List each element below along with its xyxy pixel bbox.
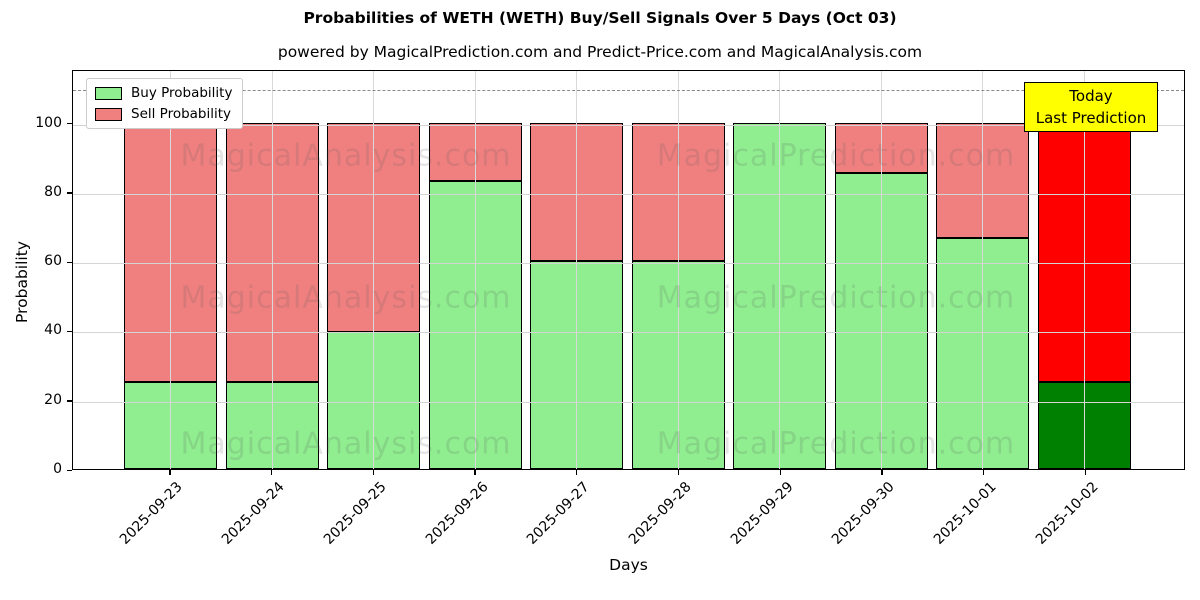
bar-segment-sell-probability — [225, 122, 319, 383]
legend-swatch-sell-probability — [95, 107, 122, 121]
stacked-bar-2025-09-27 — [530, 122, 624, 469]
gridline-y-40 — [73, 332, 1184, 334]
bar-slot — [526, 71, 628, 469]
ytick-label-60: 60 — [44, 253, 62, 270]
ytick-label-100: 100 — [35, 114, 62, 131]
ytick-mark-0 — [67, 469, 72, 471]
threshold-dashed-line — [73, 90, 1184, 92]
legend-label: Buy Probability — [131, 85, 233, 101]
bar-segment-buy-probability — [631, 261, 725, 469]
stacked-bar-2025-10-02 — [1037, 122, 1131, 469]
xtick-mark — [677, 470, 680, 475]
bar-slot — [425, 71, 527, 469]
ytick-mark-40 — [67, 330, 72, 333]
xtick-mark — [982, 470, 985, 475]
bar-segment-buy-probability — [124, 382, 218, 469]
bar-slot — [729, 71, 831, 469]
gridline-y-60 — [73, 263, 1184, 265]
stacked-bar-2025-09-28 — [631, 122, 725, 469]
bar-slot — [323, 71, 425, 469]
bar-segment-sell-probability — [936, 122, 1030, 239]
bar-slot — [222, 71, 324, 469]
xtick-label-2025-10-02: 2025-10-02 — [1032, 479, 1102, 548]
ytick-mark-80 — [67, 192, 72, 194]
xtick-label-2025-09-30: 2025-09-30 — [829, 479, 899, 548]
xtick-mark — [474, 470, 476, 475]
bar-segment-buy-probability — [428, 180, 522, 469]
ytick-mark-60 — [67, 261, 72, 263]
bar-segment-sell-probability — [124, 122, 218, 383]
xtick-mark — [271, 470, 273, 475]
x-axis-label: Days — [609, 556, 648, 574]
xtick-mark — [881, 470, 883, 475]
bar-segment-buy-probability — [225, 382, 319, 469]
bar-slot — [120, 71, 222, 469]
legend-swatch-buy-probability — [95, 86, 122, 100]
xtick-label-2025-09-24: 2025-09-24 — [219, 479, 288, 548]
xtick-label-2025-09-26: 2025-09-26 — [422, 479, 492, 548]
xtick-mark — [576, 470, 578, 475]
bar-segment-buy-probability — [834, 172, 928, 469]
legend-label: Sell Probability — [131, 106, 232, 122]
plot-area: MagicalAnalysis.comMagicalPrediction.com… — [72, 70, 1185, 470]
annotation-line1: Today — [1069, 87, 1113, 105]
legend-item: Sell Probability — [95, 106, 232, 122]
stacked-bar-2025-09-29 — [733, 122, 827, 469]
bar-segment-sell-probability — [631, 122, 725, 262]
bar-segment-buy-probability — [1037, 382, 1131, 469]
stacked-bar-2025-10-01 — [936, 122, 1030, 469]
xtick-label-2025-09-29: 2025-09-29 — [727, 479, 797, 548]
bar-segment-buy-probability — [530, 261, 624, 469]
bar-segment-buy-probability — [327, 332, 421, 469]
xtick-label-2025-09-25: 2025-09-25 — [320, 479, 390, 548]
bar-slot — [831, 71, 933, 469]
xtick-mark — [372, 470, 375, 475]
today-annotation-box: Today Last Prediction — [1024, 82, 1158, 132]
ytick-label-20: 20 — [44, 391, 62, 408]
xtick-mark — [169, 470, 171, 475]
ytick-label-40: 40 — [44, 322, 62, 339]
stacked-bar-2025-09-26 — [428, 122, 522, 469]
stacked-bar-2025-09-23 — [124, 122, 218, 469]
legend-item: Buy Probability — [95, 85, 232, 101]
legend: Buy Probability Sell Probability — [86, 78, 244, 129]
xtick-label-2025-10-01: 2025-10-01 — [930, 479, 1000, 548]
bar-slot — [628, 71, 730, 469]
gridline-y-100 — [73, 124, 1184, 126]
bar-slot — [932, 71, 1034, 469]
bar-segment-buy-probability — [733, 122, 827, 469]
ytick-label-0: 0 — [53, 461, 62, 477]
ytick-mark-100 — [67, 123, 72, 125]
stacked-bar-2025-09-30 — [834, 122, 928, 469]
gridline-y-20 — [73, 401, 1184, 403]
bar-segment-sell-probability — [530, 122, 624, 262]
bar-segment-sell-probability — [327, 122, 421, 333]
xtick-label-2025-09-28: 2025-09-28 — [625, 479, 695, 548]
stacked-bar-2025-09-25 — [327, 122, 421, 469]
chart-subtitle: powered by MagicalPrediction.com and Pre… — [277, 43, 923, 61]
bars-container — [73, 71, 1184, 469]
xtick-mark — [1084, 470, 1086, 475]
ytick-label-80: 80 — [44, 183, 62, 200]
bar-segment-sell-probability — [1037, 122, 1131, 383]
bar-segment-buy-probability — [936, 238, 1030, 469]
xtick-mark — [779, 470, 781, 475]
gridline-y-80 — [73, 193, 1184, 195]
stacked-bar-2025-09-24 — [225, 122, 319, 469]
chart-title: Probabilities of WETH (WETH) Buy/Sell Si… — [303, 9, 897, 27]
bar-segment-sell-probability — [428, 122, 522, 181]
xtick-label-2025-09-23: 2025-09-23 — [117, 479, 187, 548]
annotation-line2: Last Prediction — [1035, 109, 1147, 127]
bar-segment-sell-probability — [834, 122, 928, 173]
ytick-mark-20 — [67, 400, 72, 402]
xtick-label-2025-09-27: 2025-09-27 — [524, 479, 593, 548]
